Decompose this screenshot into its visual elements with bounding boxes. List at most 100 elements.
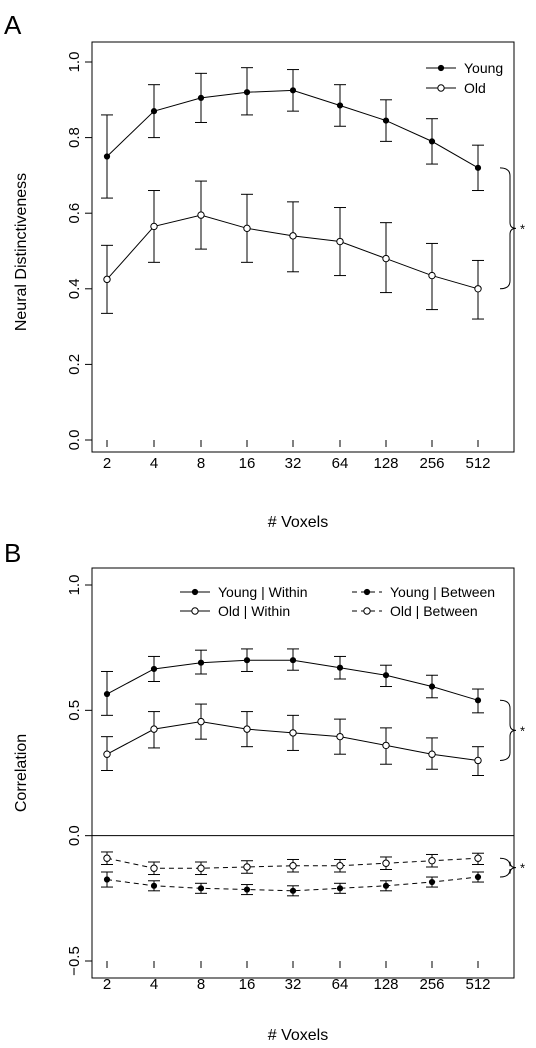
panel-letter-b: B — [4, 538, 21, 568]
data-point — [428, 750, 436, 758]
data-point — [336, 862, 344, 870]
y-tick-label: 0.2 — [66, 354, 83, 375]
x-tick-label: 32 — [285, 976, 302, 993]
series-young — [101, 67, 484, 199]
significance-asterisk: * — [520, 221, 525, 236]
brace — [499, 699, 517, 761]
y-tick-label: 1.0 — [66, 575, 83, 596]
data-point — [289, 862, 297, 870]
x-tick-label: 256 — [419, 455, 444, 472]
significance-brace-b: ** — [499, 699, 525, 878]
data-point — [428, 271, 436, 280]
data-point — [289, 729, 297, 737]
x-tick-label: 32 — [285, 455, 302, 472]
series-group-a — [101, 67, 484, 320]
x-tick-label: 2 — [103, 455, 111, 472]
y-axis-title-a: Neural Distinctiveness — [13, 173, 30, 331]
brace — [499, 167, 517, 290]
x-tick-label: 128 — [373, 455, 398, 472]
x-axis-b: 2 4 8 16 32 64 128 256 512 — [103, 961, 491, 993]
x-tick-label: 16 — [239, 455, 256, 472]
data-point — [103, 876, 111, 883]
data-point — [289, 657, 297, 664]
series-young-between — [101, 871, 484, 897]
plot-frame-b — [91, 567, 515, 979]
data-point — [289, 232, 297, 240]
legend-b: Young | Within Old | Within Young | Betwee… — [180, 584, 495, 619]
legend-item: Old | Between — [352, 603, 478, 619]
data-point — [103, 690, 111, 698]
data-point — [428, 683, 436, 690]
data-point — [428, 138, 436, 145]
data-point — [336, 732, 344, 741]
data-point — [289, 887, 297, 894]
significance-asterisk: * — [520, 861, 525, 876]
x-tick-label: 512 — [465, 455, 490, 472]
data-point — [474, 873, 482, 881]
significance-asterisk: * — [520, 723, 525, 738]
data-point — [382, 859, 390, 867]
data-point — [103, 854, 111, 862]
y-tick-label: 0.8 — [66, 127, 83, 148]
legend-item: Young — [426, 60, 503, 76]
x-tick-label: 256 — [419, 976, 444, 993]
panel-b: B −0.5 0.0 0.5 1.0 2 4 8 16 32 64 128 256 512 # Vox… — [4, 538, 525, 1044]
data-point — [103, 153, 111, 160]
series-old-between — [101, 851, 484, 876]
data-point — [336, 237, 344, 246]
data-point — [150, 725, 158, 733]
legend-marker — [437, 84, 445, 92]
x-tick-label: 16 — [239, 976, 256, 993]
series-group-b — [101, 648, 484, 897]
data-point — [197, 885, 205, 892]
x-tick-label: 512 — [465, 976, 490, 993]
legend-item: Old — [426, 80, 486, 96]
data-point — [197, 864, 205, 872]
y-tick-label: 1.0 — [66, 52, 83, 73]
data-point — [197, 717, 205, 726]
panel-a: A 0.00.20.40.60.81.0 2 4 8 16 32 64 128 256 512 … — [4, 10, 525, 531]
panel-letter-a: A — [4, 10, 22, 40]
data-point — [150, 222, 158, 231]
y-axis-a: 0.0 0.2 0.4 0.6 0.8 1.0 — [66, 52, 92, 451]
x-tick-label: 8 — [197, 455, 205, 472]
data-point — [336, 102, 344, 109]
data-point — [289, 87, 297, 94]
plot-frame-a — [91, 41, 515, 453]
series-line — [106, 857, 479, 869]
data-point — [382, 117, 390, 124]
legend-label: Young | Within — [218, 584, 308, 600]
data-point — [197, 211, 205, 219]
data-point — [474, 756, 482, 765]
x-axis-title-a: # Voxels — [268, 514, 328, 531]
series-line — [106, 876, 479, 892]
x-tick-label: 64 — [332, 455, 349, 472]
data-point — [428, 857, 436, 865]
series-old-within — [101, 703, 484, 777]
data-point — [474, 854, 482, 862]
data-point — [243, 863, 251, 871]
brace — [499, 857, 517, 878]
y-tick-label: 0.6 — [66, 203, 83, 224]
significance-brace-a: * — [499, 167, 525, 290]
data-point — [103, 750, 111, 758]
data-point — [474, 285, 482, 293]
legend-item: Old | Within — [180, 603, 290, 619]
legend-label: Young | Between — [390, 584, 495, 600]
legend-label: Old | Between — [390, 603, 478, 619]
legend-a: Young Old — [426, 60, 503, 96]
series-young-within — [101, 648, 484, 716]
data-point — [243, 224, 251, 233]
data-point — [474, 164, 482, 171]
y-tick-label: 0.0 — [66, 430, 83, 451]
legend-label: Old — [464, 80, 486, 96]
x-axis-a: 2 4 8 16 32 64 128 256 512 — [103, 440, 491, 472]
data-point — [243, 89, 251, 96]
y-axis-title-b: Correlation — [13, 734, 30, 812]
y-tick-label: −0.5 — [66, 946, 83, 976]
legend-label: Old | Within — [218, 603, 290, 619]
legend-marker — [363, 588, 371, 596]
data-point — [336, 664, 344, 671]
y-tick-label: 0.4 — [66, 278, 83, 299]
y-tick-label: 0.5 — [66, 700, 83, 721]
